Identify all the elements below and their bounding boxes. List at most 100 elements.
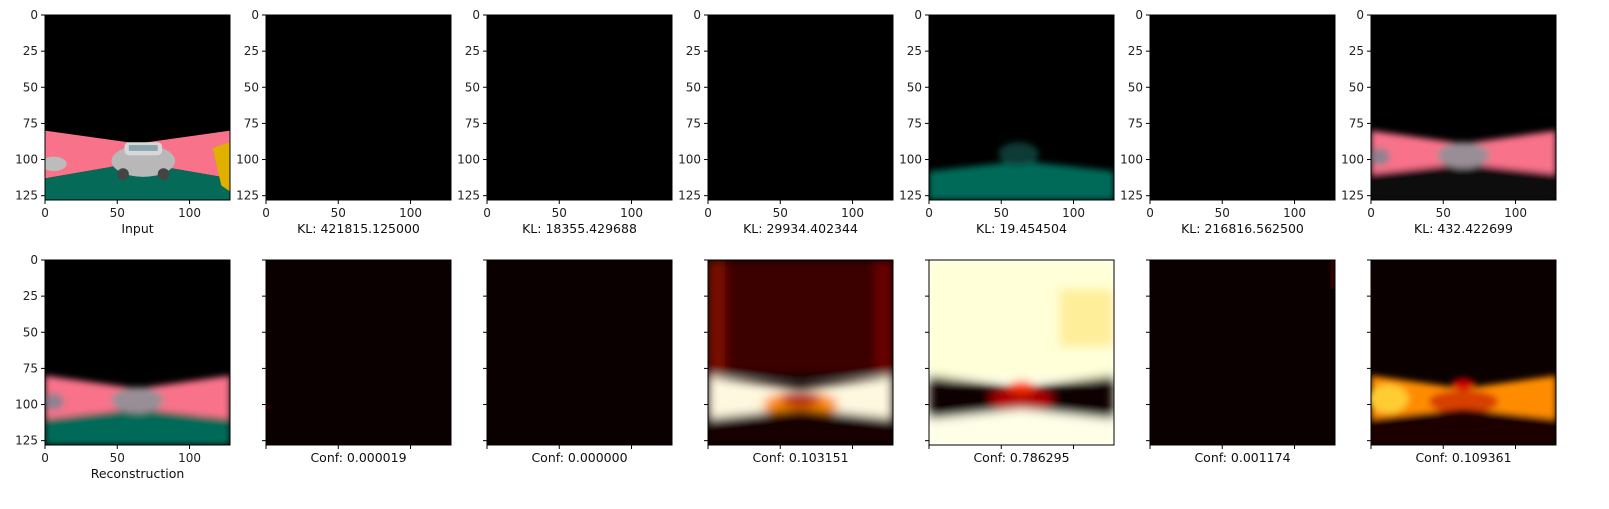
heat-blur (708, 260, 893, 445)
y-tick-label: 0 (693, 8, 701, 22)
sign-yellow (212, 142, 230, 192)
image-background (266, 15, 451, 200)
heat-left (1371, 384, 1409, 414)
y-tick-label: 75 (23, 361, 38, 375)
recon-blur (1371, 130, 1556, 200)
x-tick-label: 100 (178, 451, 201, 465)
panel-r1-c4: Conf: 0.786295 (925, 259, 1115, 465)
x-tick-label: 50 (1436, 206, 1451, 220)
heat-car-core (780, 391, 821, 406)
image-content (487, 15, 672, 200)
panel-image (266, 260, 451, 445)
panel-label: Conf: 0.001174 (1194, 450, 1290, 465)
x-tick-label: 100 (620, 206, 643, 220)
x-tick-label: 0 (41, 451, 49, 465)
y-tick-label: 0 (30, 253, 38, 267)
image-content (708, 15, 893, 200)
y-tick-label: 100 (457, 153, 480, 167)
x-tick-label: 100 (1062, 206, 1085, 220)
panel-label: Conf: 0.103151 (752, 450, 848, 465)
car-left-blur (45, 392, 64, 411)
panel-frame (1370, 14, 1557, 201)
panel-r0-c4: 0 50 100 0 25 50 75 100 125 KL: 19.454504 (899, 8, 1115, 236)
y-tick-label: 75 (1349, 116, 1364, 130)
image-content (1150, 260, 1335, 445)
panel-r1-c3: Conf: 0.103151 (704, 259, 894, 465)
y-tick-label: 125 (1120, 189, 1143, 203)
x-tick-label: 0 (1146, 206, 1154, 220)
panel-image (45, 260, 230, 445)
panel-image (1371, 15, 1556, 200)
image-content (266, 260, 451, 445)
heat-patch (1059, 288, 1114, 347)
panel-frame (44, 259, 231, 446)
y-tick-label: 125 (236, 189, 259, 203)
panel-frame (44, 14, 231, 201)
image-content (45, 260, 230, 445)
y-tick-label: 75 (907, 116, 922, 130)
y-tick-label: 75 (1128, 116, 1143, 130)
y-tick-label: 0 (914, 8, 922, 22)
panel-r0-c3: 0 50 100 0 25 50 75 100 125 KL: 29934.402344 (678, 8, 894, 236)
heat-lower (1371, 408, 1556, 445)
heat-lower (929, 408, 1114, 445)
panel-image (708, 15, 893, 200)
image-background (1150, 15, 1335, 200)
y-tick-label: 100 (15, 398, 38, 412)
y-tick-label: 25 (23, 289, 38, 303)
y-tick-label: 0 (1135, 8, 1143, 22)
panel-r0-c1: 0 50 100 0 25 50 75 100 125 KL: 421815.125000 (236, 8, 452, 236)
image-content (929, 15, 1114, 200)
y-tick-label: 50 (244, 80, 259, 94)
ground-region (45, 162, 230, 200)
y-tick-label: 100 (1120, 153, 1143, 167)
x-tick-label: 100 (178, 206, 201, 220)
x-tick-label: 50 (110, 206, 125, 220)
y-tick-label: 0 (251, 8, 259, 22)
ground-region (45, 408, 230, 445)
y-tick-label: 125 (15, 189, 38, 203)
panel-label: Conf: 0.786295 (973, 450, 1069, 465)
x-tick-label: 50 (1215, 206, 1230, 220)
y-tick-label: 125 (678, 189, 701, 203)
panel-frame (1370, 259, 1557, 446)
panel-label: KL: 19.454504 (976, 221, 1067, 236)
x-tick-label: 0 (262, 206, 270, 220)
y-tick-label: 25 (465, 44, 480, 58)
panel-frame (707, 14, 894, 201)
panel-r1-c1: Conf: 0.000019 (262, 259, 452, 465)
heat-upper (708, 260, 893, 376)
recon-blur (45, 375, 230, 445)
speck (266, 404, 271, 409)
y-tick-label: 100 (15, 153, 38, 167)
panel-r0-c5: 0 50 100 0 25 50 75 100 125 KL: 216816.562500 (1120, 8, 1336, 236)
y-tick-label: 75 (244, 116, 259, 130)
image-content (487, 260, 672, 445)
x-tick-label: 0 (483, 206, 491, 220)
y-tick-label: 50 (1128, 80, 1143, 94)
image-background (487, 260, 672, 445)
y-tick-label: 50 (907, 80, 922, 94)
panel-label: KL: 421815.125000 (297, 221, 420, 236)
panel-image (1150, 15, 1335, 200)
panel-r0-c0: 0 50 100 0 25 50 75 100 125 Input (15, 8, 231, 236)
y-tick-label: 100 (236, 153, 259, 167)
y-tick-label: 125 (1341, 189, 1364, 203)
heat-car (1428, 390, 1499, 414)
heat-edge (708, 260, 726, 376)
y-tick-label: 25 (244, 44, 259, 58)
image-background (266, 260, 451, 445)
panel-image (708, 260, 893, 445)
y-tick-label: 0 (30, 8, 38, 22)
y-tick-label: 50 (465, 80, 480, 94)
panel-label: Conf: 0.109361 (1415, 450, 1511, 465)
panel-r1-c5: Conf: 0.001174 (1146, 259, 1336, 465)
x-tick-label: 0 (41, 206, 49, 220)
heat-lower (708, 408, 893, 445)
speck (1330, 260, 1335, 289)
y-tick-label: 0 (1356, 8, 1364, 22)
y-tick-label: 25 (23, 44, 38, 58)
panel-r1-c6: Conf: 0.109361 (1367, 259, 1557, 465)
panel-image (1371, 260, 1556, 445)
